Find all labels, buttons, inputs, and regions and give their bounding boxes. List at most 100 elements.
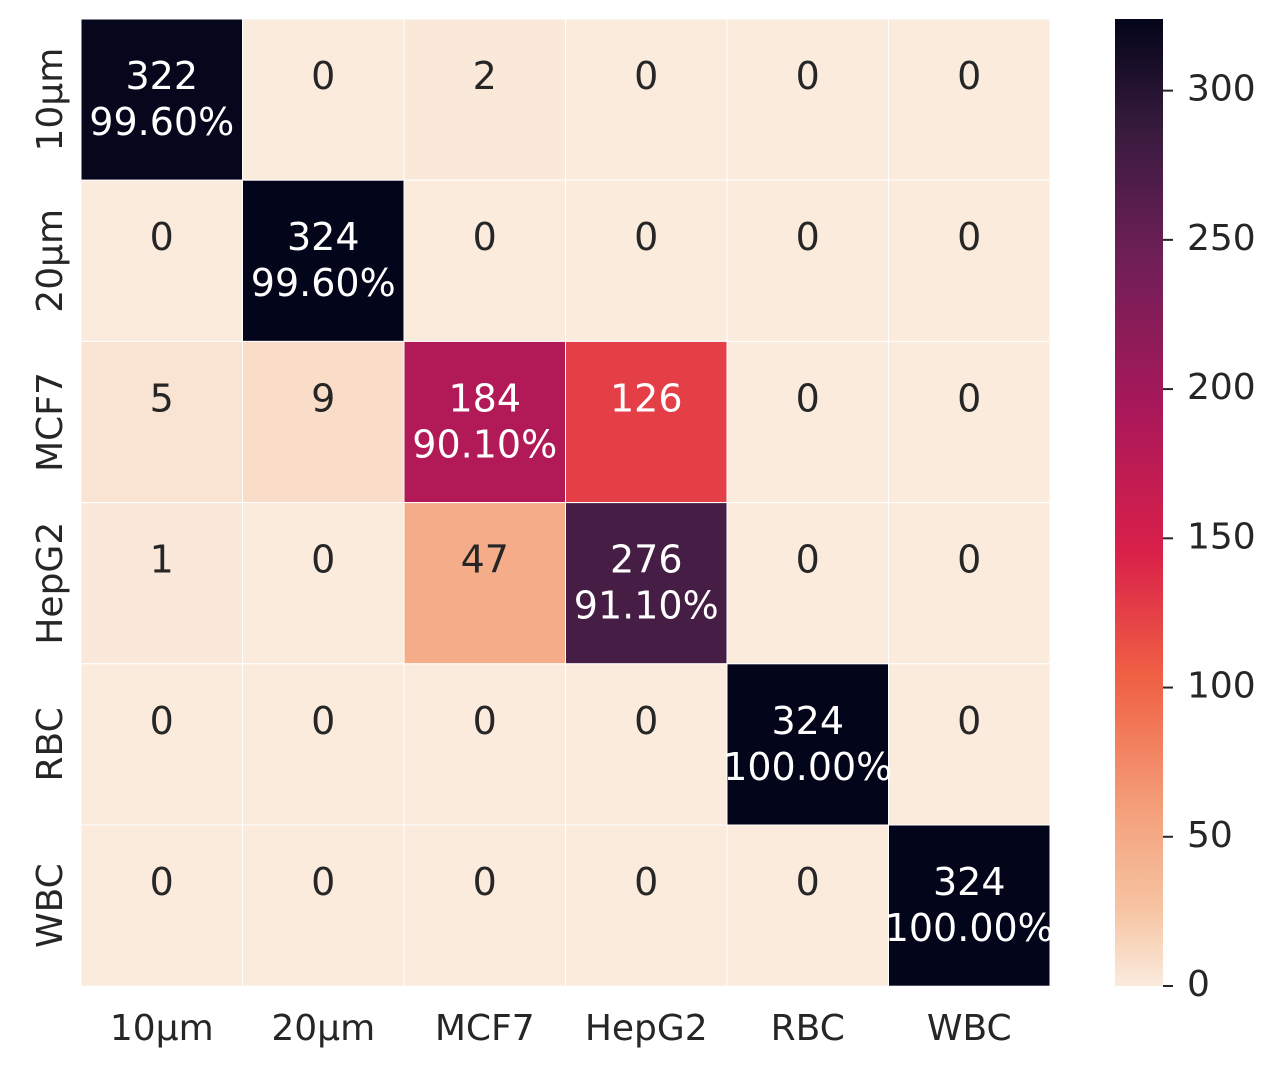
- heatmap-cell: [403, 340, 566, 504]
- cell-count-label: 0: [150, 860, 174, 904]
- heatmap-cell: [565, 18, 728, 181]
- cell-count-label: 324: [287, 215, 360, 259]
- heatmap-cell: [403, 179, 566, 342]
- cell-count-label: 1: [150, 538, 174, 582]
- y-tick-label: MCF7: [30, 372, 71, 472]
- cell-count-label: 9: [311, 376, 335, 420]
- x-tick-label: 20μm: [271, 1008, 375, 1049]
- cell-percent-label: 99.60%: [251, 261, 396, 305]
- cell-percent-label: 99.60%: [89, 100, 234, 144]
- heatmap-cell: [888, 18, 1051, 181]
- heatmap-cell: [80, 18, 243, 181]
- cell-count-label: 0: [957, 54, 981, 98]
- colorbar-ticks: 0 50 100 150 200 250 300: [1163, 69, 1256, 1005]
- cell-count-label: 0: [473, 215, 497, 259]
- y-tick-label: 20μm: [30, 209, 71, 313]
- heatmap-cell: [242, 502, 405, 665]
- y-tick-label: 10μm: [30, 48, 71, 152]
- colorbar: [1115, 19, 1163, 986]
- colorbar-tick-label: 300: [1187, 69, 1256, 110]
- cell-count-label: 0: [796, 860, 820, 904]
- cell-percent-label: 100.00%: [723, 745, 892, 789]
- heatmap-cell: [888, 502, 1051, 665]
- x-tick-label: HepG2: [585, 1008, 708, 1049]
- colorbar-tick-label: 50: [1187, 815, 1233, 856]
- cell-count-label: 0: [634, 54, 658, 98]
- heatmap-cell: [726, 502, 889, 665]
- cell-count-label: 184: [448, 376, 521, 420]
- heatmap-cells: [80, 18, 1051, 987]
- heatmap-cell: [565, 179, 728, 342]
- heatmap-cell: [403, 502, 566, 665]
- heatmap-cell: [888, 824, 1051, 987]
- cell-count-label: 0: [796, 376, 820, 420]
- cell-count-label: 324: [771, 699, 844, 743]
- heatmap-cell: [80, 340, 243, 504]
- heatmap-cell: [726, 18, 889, 181]
- heatmap-cell: [403, 663, 566, 826]
- heatmap-cell: [80, 502, 243, 665]
- y-tick-label: HepG2: [30, 522, 71, 645]
- heatmap-cell: [888, 340, 1051, 504]
- heatmap-cell: [726, 179, 889, 342]
- heatmap-cell: [242, 340, 405, 504]
- heatmap-cell: [565, 502, 728, 665]
- cell-count-label: 2: [473, 54, 497, 98]
- heatmap-cell: [726, 663, 889, 826]
- cell-count-label: 324: [933, 860, 1006, 904]
- cell-count-label: 0: [634, 215, 658, 259]
- x-tick-label: 10μm: [110, 1008, 214, 1049]
- heatmap-cell: [242, 179, 405, 342]
- cell-count-label: 0: [311, 860, 335, 904]
- cell-count-label: 0: [634, 860, 658, 904]
- cell-count-label: 0: [634, 699, 658, 743]
- heatmap-cell: [888, 179, 1051, 342]
- cell-count-label: 322: [125, 54, 198, 98]
- heatmap-cell: [80, 663, 243, 826]
- y-tick-label: RBC: [30, 707, 71, 781]
- x-tick-label: WBC: [927, 1008, 1012, 1049]
- cell-count-label: 0: [311, 699, 335, 743]
- cell-count-label: 0: [957, 215, 981, 259]
- cell-percent-label: 90.10%: [412, 422, 557, 466]
- cell-count-label: 0: [796, 538, 820, 582]
- cell-count-label: 276: [610, 538, 683, 582]
- y-axis-tick-labels: 10μm 20μm MCF7 HepG2 RBC WBC: [30, 48, 71, 948]
- heatmap-cell: [565, 663, 728, 826]
- colorbar-tick-label: 0: [1187, 964, 1210, 1005]
- heatmap-cell: [726, 824, 889, 987]
- cell-count-label: 0: [796, 54, 820, 98]
- x-tick-label: RBC: [771, 1008, 845, 1049]
- heatmap-cell: [888, 663, 1051, 826]
- cell-count-label: 0: [150, 699, 174, 743]
- cell-count-label: 0: [150, 215, 174, 259]
- cell-count-label: 0: [473, 860, 497, 904]
- cell-count-label: 0: [473, 699, 497, 743]
- colorbar-tick-label: 100: [1187, 666, 1256, 707]
- cell-count-label: 0: [957, 538, 981, 582]
- heatmap-cell: [565, 824, 728, 987]
- colorbar-tick-label: 250: [1187, 218, 1256, 259]
- heatmap-cell: [726, 340, 889, 504]
- cell-count-label: 126: [610, 376, 683, 420]
- cell-percent-label: 91.10%: [574, 584, 719, 628]
- heatmap-cell: [242, 663, 405, 826]
- cell-count-label: 0: [957, 376, 981, 420]
- heatmap-cell: [80, 824, 243, 987]
- cell-count-label: 0: [311, 538, 335, 582]
- x-tick-label: MCF7: [435, 1008, 535, 1049]
- heatmap-cell: [242, 824, 405, 987]
- cell-count-label: 5: [150, 376, 174, 420]
- cell-count-label: 0: [957, 699, 981, 743]
- cell-count-label: 0: [796, 215, 820, 259]
- heatmap-cell: [80, 179, 243, 342]
- colorbar-tick-label: 150: [1187, 516, 1256, 557]
- heatmap-cell: [565, 340, 728, 504]
- cell-count-label: 47: [461, 538, 509, 582]
- y-tick-label: WBC: [30, 863, 71, 948]
- cell-percent-label: 100.00%: [885, 906, 1054, 950]
- heatmap-cell: [242, 18, 405, 181]
